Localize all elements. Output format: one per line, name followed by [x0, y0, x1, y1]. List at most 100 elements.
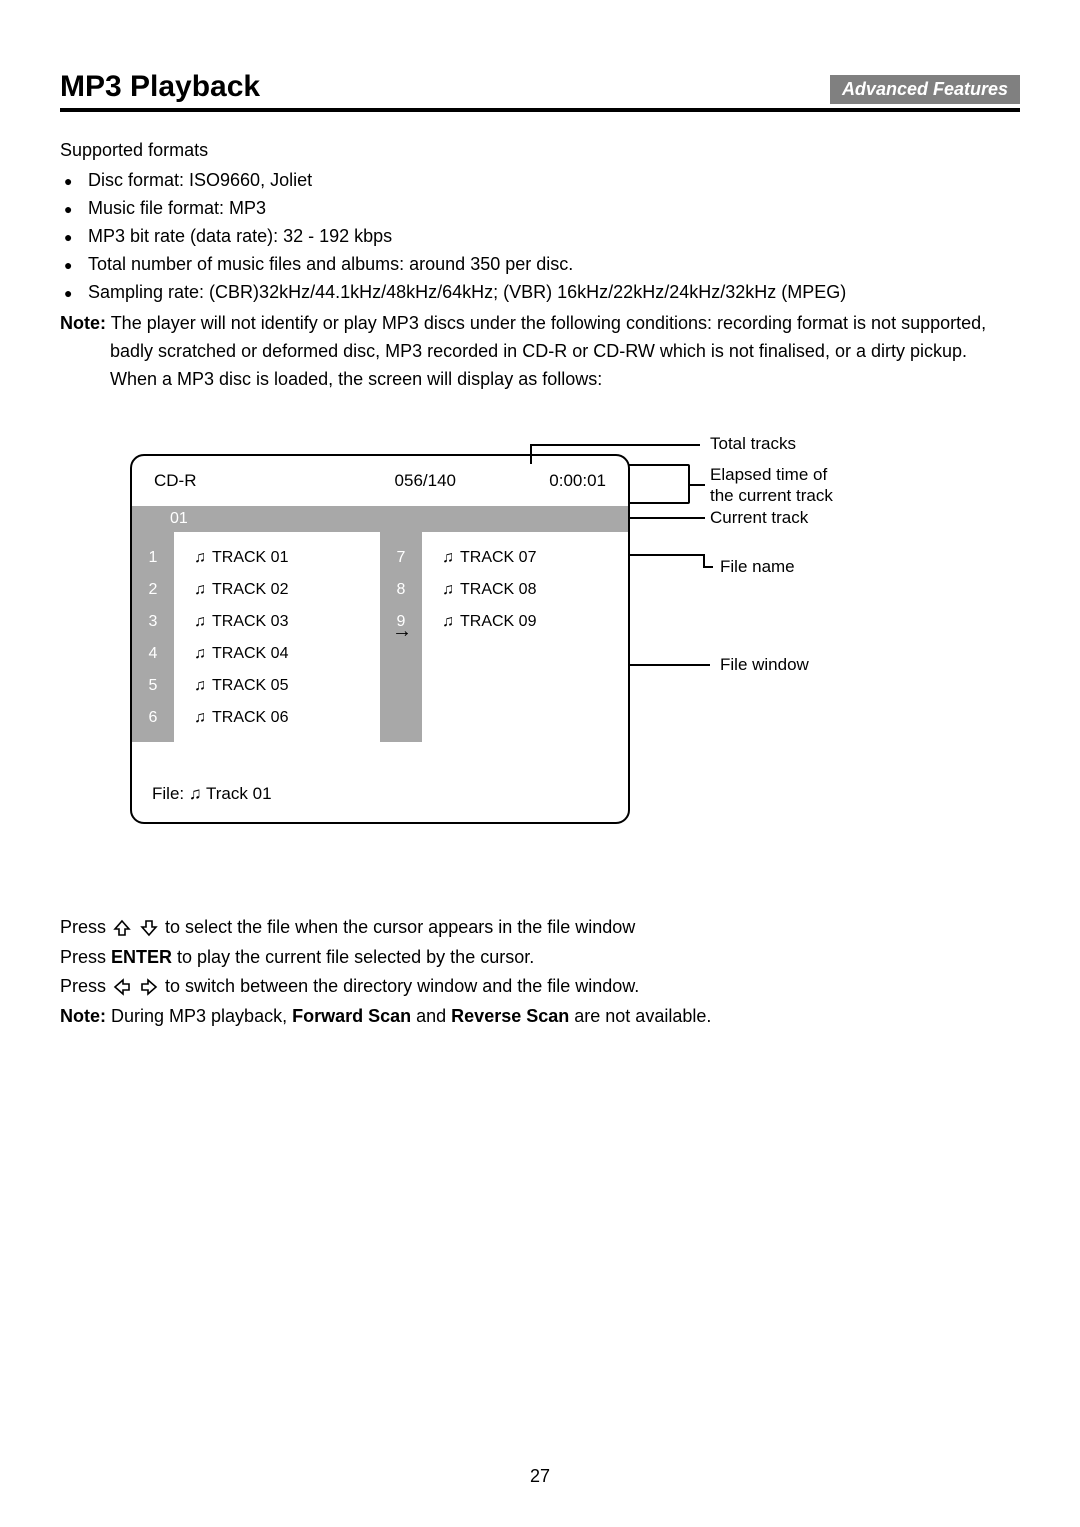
bullet-item: Sampling rate: (CBR)32kHz/44.1kHz/48kHz/…	[88, 279, 1020, 307]
text: to play the current file selected by the…	[172, 947, 534, 967]
track-name: TRACK 04	[212, 645, 288, 663]
music-note-icon: ♫	[194, 677, 206, 695]
page-number: 27	[0, 1466, 1080, 1487]
music-note-icon: ♫	[189, 784, 206, 803]
callout-current-track: Current track	[710, 508, 808, 528]
right-arrow-icon	[140, 974, 158, 1001]
bullet-item: Total number of music files and albums: …	[88, 251, 1020, 279]
music-note-icon: ♫	[442, 549, 454, 567]
track-name: TRACK 09	[460, 613, 536, 631]
page-header: MP3 Playback Advanced Features	[60, 70, 1020, 112]
callout-total-tracks: Total tracks	[710, 434, 796, 454]
track-columns: 1 2 3 4 5 6 ♫ TRACK 01 ♫ TRACK 02 ♫ TRACK 0…	[132, 532, 628, 742]
music-note-icon: ♫	[194, 645, 206, 663]
callout-line	[703, 566, 713, 568]
screen-topline: CD-R 056/140 0:00:01	[132, 456, 628, 506]
text: Forward Scan	[292, 1006, 411, 1026]
player-screen: CD-R 056/140 0:00:01 01 1 2 3 4 5 6 ♫ TRA…	[130, 454, 630, 824]
track-col-right: ♫ TRACK 07 ♫ TRACK 08 ♫ TRACK 09	[422, 532, 628, 742]
track-row: ♫ TRACK 06	[194, 702, 380, 734]
track-name: TRACK 06	[212, 709, 288, 727]
text: and	[411, 1006, 451, 1026]
callout-file-name: File name	[720, 557, 795, 577]
track-row: ♫ TRACK 03	[194, 606, 380, 638]
track-counter: 056/140	[366, 471, 456, 491]
text: Press	[60, 947, 111, 967]
track-name: TRACK 05	[212, 677, 288, 695]
elapsed-time: 0:00:01	[526, 471, 606, 491]
track-num: 1	[149, 542, 158, 574]
instruction-row: Note: During MP3 playback, Forward Scan …	[60, 1003, 1020, 1030]
page-title: MP3 Playback	[60, 70, 260, 104]
callout-line	[690, 484, 705, 486]
instructions: Press to select the file when the cursor…	[60, 914, 1020, 1030]
track-num: 4	[149, 638, 158, 670]
bullet-item: MP3 bit rate (data rate): 32 - 192 kbps	[88, 223, 1020, 251]
file-label-prefix: File:	[152, 784, 189, 803]
down-arrow-icon	[140, 915, 158, 942]
note-line: When a MP3 disc is loaded, the screen wi…	[60, 366, 1020, 394]
text: Press	[60, 976, 111, 996]
play-arrow-icon: →	[392, 620, 412, 643]
track-num: 7	[397, 542, 406, 574]
callout-elapsed-1: Elapsed time of	[710, 465, 827, 485]
up-arrow-icon	[113, 915, 131, 942]
text: Reverse Scan	[451, 1006, 569, 1026]
bullet-item: Disc format: ISO9660, Joliet	[88, 167, 1020, 195]
bullet-list: Disc format: ISO9660, Joliet Music file …	[60, 167, 1020, 306]
callout-line	[630, 664, 710, 666]
music-note-icon: ♫	[194, 709, 206, 727]
note-label: Note:	[60, 313, 106, 333]
music-note-icon: ♫	[442, 581, 454, 599]
text: During MP3 playback,	[106, 1006, 292, 1026]
callout-line	[530, 444, 532, 464]
track-row: ♫ TRACK 08	[442, 574, 628, 606]
instruction-row: Press to switch between the directory wi…	[60, 973, 1020, 1001]
track-row: ♫ TRACK 02	[194, 574, 380, 606]
text: Press	[60, 917, 111, 937]
callout-line	[530, 444, 700, 446]
instruction-row: Press to select the file when the cursor…	[60, 914, 1020, 942]
music-note-icon: ♫	[194, 549, 206, 567]
note-line: The player will not identify or play MP3…	[111, 313, 986, 333]
music-note-icon: ♫	[194, 581, 206, 599]
bullet-item: Music file format: MP3	[88, 195, 1020, 223]
current-track-number: 01	[170, 510, 188, 528]
instruction-row: Press ENTER to play the current file sel…	[60, 944, 1020, 971]
track-row: ♫ TRACK 07	[442, 542, 628, 574]
track-name: TRACK 03	[212, 613, 288, 631]
track-row: ♫ TRACK 04	[194, 638, 380, 670]
note-line: badly scratched or deformed disc, MP3 re…	[60, 338, 1020, 366]
note-label: Note:	[60, 1006, 106, 1026]
track-name: TRACK 02	[212, 581, 288, 599]
track-num: 5	[149, 670, 158, 702]
callout-elapsed-2: the current track	[710, 486, 833, 506]
music-note-icon: ♫	[442, 613, 454, 631]
text: to switch between the directory window a…	[165, 976, 639, 996]
file-bar: File: ♫ Track 01	[152, 784, 272, 804]
callout-line	[630, 517, 705, 519]
callout-file-window: File window	[720, 655, 809, 675]
note-block: Note: The player will not identify or pl…	[60, 310, 1020, 394]
intro-text: Supported formats	[60, 140, 1020, 161]
text: are not available.	[569, 1006, 711, 1026]
music-note-icon: ♫	[194, 613, 206, 631]
track-num: 8	[397, 574, 406, 606]
track-row: ♫ TRACK 09	[442, 606, 628, 638]
track-num: 2	[149, 574, 158, 606]
left-arrow-icon	[113, 974, 131, 1001]
enter-label: ENTER	[111, 947, 172, 967]
track-num: 3	[149, 606, 158, 638]
track-name: TRACK 07	[460, 549, 536, 567]
track-name: TRACK 08	[460, 581, 536, 599]
track-row: ♫ TRACK 05	[194, 670, 380, 702]
track-col-left: ♫TRACK 01 ♫TRACK 02 ♫TRACK 03 ♫TRACK 04 …	[174, 532, 380, 742]
callout-line	[630, 554, 705, 556]
disc-label: CD-R	[154, 471, 366, 491]
track-num: 6	[149, 702, 158, 734]
track-name: TRACK 01	[212, 549, 288, 567]
num-col-left: 1 2 3 4 5 6	[132, 532, 174, 742]
text: to select the file when the cursor appea…	[165, 917, 635, 937]
section-badge: Advanced Features	[830, 75, 1020, 104]
current-track-bar: 01	[132, 506, 628, 532]
